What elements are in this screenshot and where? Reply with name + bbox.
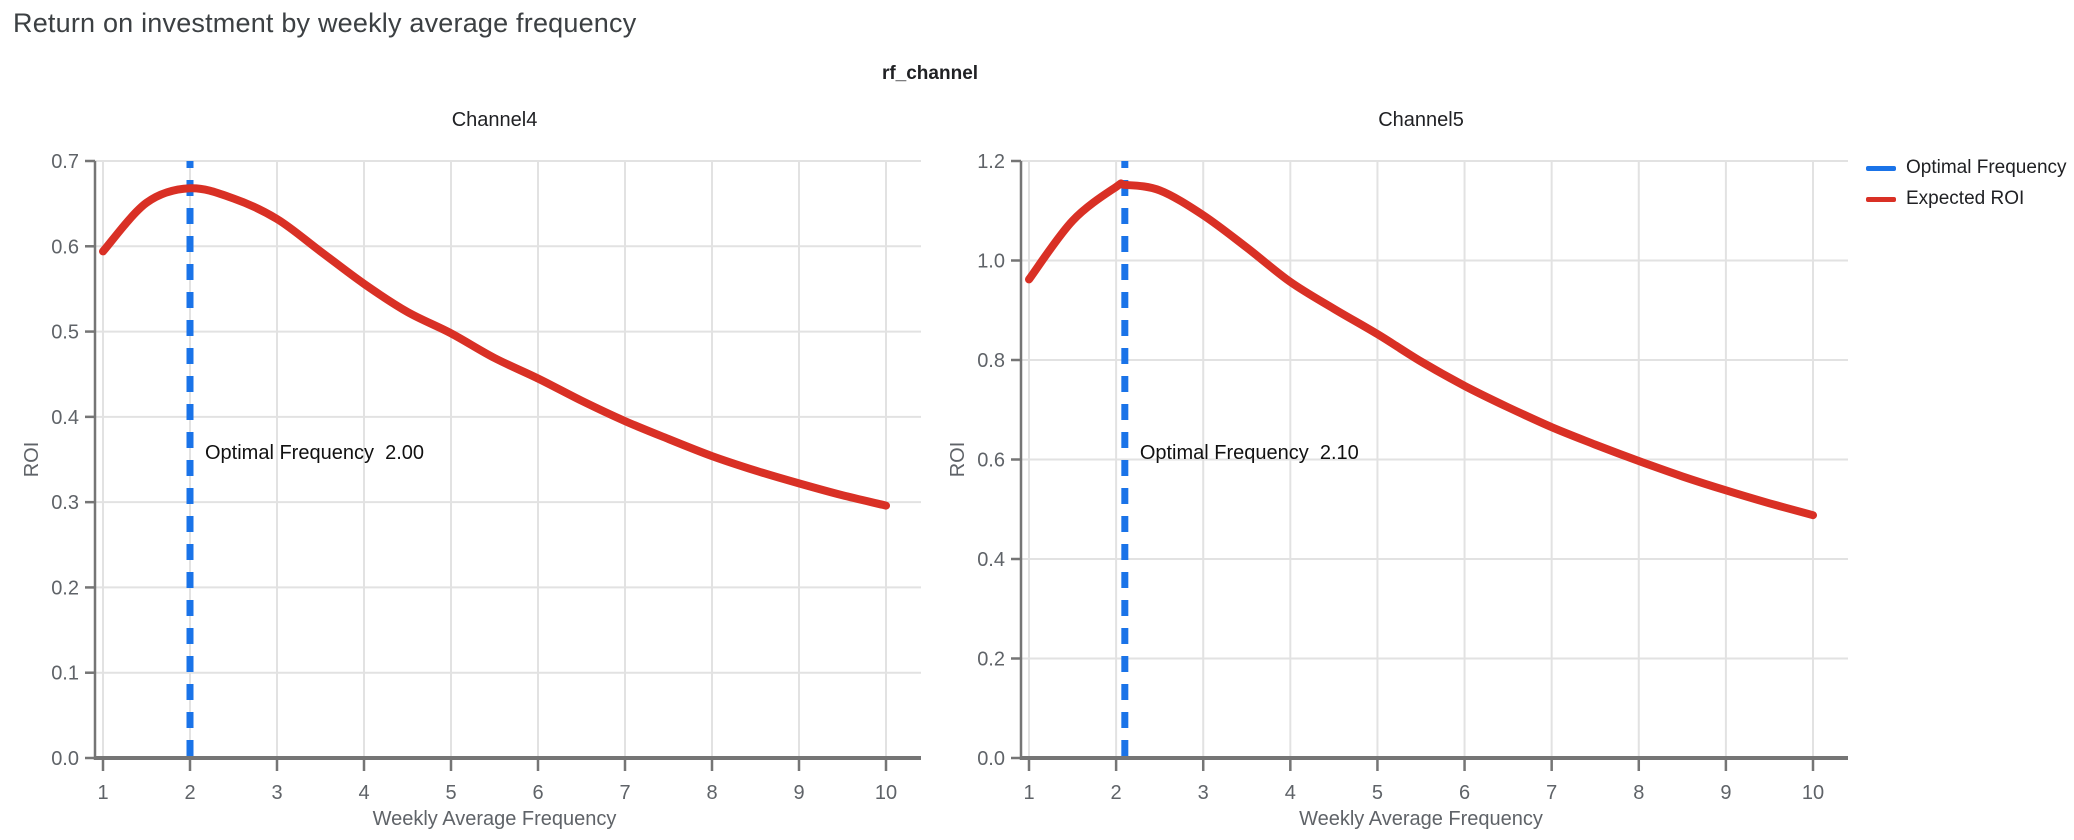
- y-tick-label: 0.8: [977, 350, 1005, 372]
- x-tick-label: 6: [1459, 782, 1470, 804]
- chart-title: Channel5: [1378, 109, 1464, 131]
- chart-group-title: rf_channel: [881, 63, 979, 84]
- chart-channel5: 1 2 3 4 5 6 7 8 9 10 0.0 0.2 0.4 0.6 0.8 1.0 1.2 Weekly A…: [947, 109, 1848, 830]
- x-tick-label: 5: [445, 782, 456, 804]
- expected-roi-curve: [99, 184, 890, 510]
- y-tick-label: 0.2: [51, 577, 79, 599]
- y-tick-label: 0.6: [51, 236, 79, 258]
- x-tick-label: 5: [1372, 782, 1383, 804]
- y-tick-label: 0.2: [977, 649, 1005, 671]
- y-tick-label: 0.0: [51, 748, 79, 770]
- expected-roi-curve: [1025, 179, 1817, 520]
- x-tick-label: 9: [793, 782, 804, 804]
- legend-item-optimal-frequency: Optimal Frequency: [1866, 157, 2067, 179]
- y-tick-label: 1.0: [977, 251, 1005, 273]
- optimal-frequency-annotation: Optimal Frequency 2.10: [1140, 442, 1359, 464]
- y-tick-label: 0.0: [977, 748, 1005, 770]
- chart-channel4: 1 2 3 4 5 6 7 8 9 10 0.0 0.1 0.2 0.3 0.4 0.5 0.6 0.7 Weekl…: [21, 109, 921, 830]
- x-axis-title: Weekly Average Frequency: [1299, 808, 1543, 830]
- x-tick-label: 4: [358, 782, 369, 804]
- legend-item-expected-roi: Expected ROI: [1866, 188, 2067, 210]
- y-tick-label: 0.6: [977, 450, 1005, 472]
- x-tick-label: 8: [1633, 782, 1644, 804]
- y-tick-label: 0.5: [51, 322, 79, 344]
- y-axis-title: ROI: [21, 442, 43, 478]
- x-tick-label: 4: [1285, 782, 1296, 804]
- optimal-frequency-annotation: Optimal Frequency 2.00: [205, 442, 424, 464]
- x-tick-label: 6: [532, 782, 543, 804]
- x-axis-title: Weekly Average Frequency: [373, 808, 617, 830]
- x-tick-label: 10: [875, 782, 897, 804]
- x-tick-label: 3: [1198, 782, 1209, 804]
- x-tick-label: 1: [97, 782, 108, 804]
- chart-title: Channel4: [452, 109, 538, 131]
- page-title: Return on investment by weekly average f…: [13, 8, 637, 38]
- y-tick-label: 1.2: [977, 151, 1005, 173]
- y-tick-label: 0.4: [51, 407, 79, 429]
- y-axis-title: ROI: [947, 442, 969, 478]
- legend-label-optimal-frequency: Optimal Frequency: [1906, 157, 2067, 178]
- x-tick-label: 2: [184, 782, 195, 804]
- y-tick-label: 0.7: [51, 151, 79, 173]
- x-tick-label: 10: [1802, 782, 1824, 804]
- x-tick-label: 7: [1546, 782, 1557, 804]
- x-tick-label: 9: [1720, 782, 1731, 804]
- expected-roi-line-swatch: [1866, 196, 1896, 202]
- y-tick-label: 0.4: [977, 549, 1005, 571]
- legend: Optimal Frequency Expected ROI: [1866, 157, 2067, 210]
- legend-label-expected-roi: Expected ROI: [1906, 188, 2025, 209]
- y-tick-label: 0.3: [51, 492, 79, 514]
- x-tick-label: 2: [1111, 782, 1122, 804]
- x-tick-label: 1: [1023, 782, 1034, 804]
- x-tick-label: 8: [706, 782, 717, 804]
- x-tick-label: 3: [271, 782, 282, 804]
- optimal-frequency-line-swatch: [1866, 165, 1896, 171]
- x-tick-label: 7: [619, 782, 630, 804]
- y-tick-label: 0.1: [51, 663, 79, 685]
